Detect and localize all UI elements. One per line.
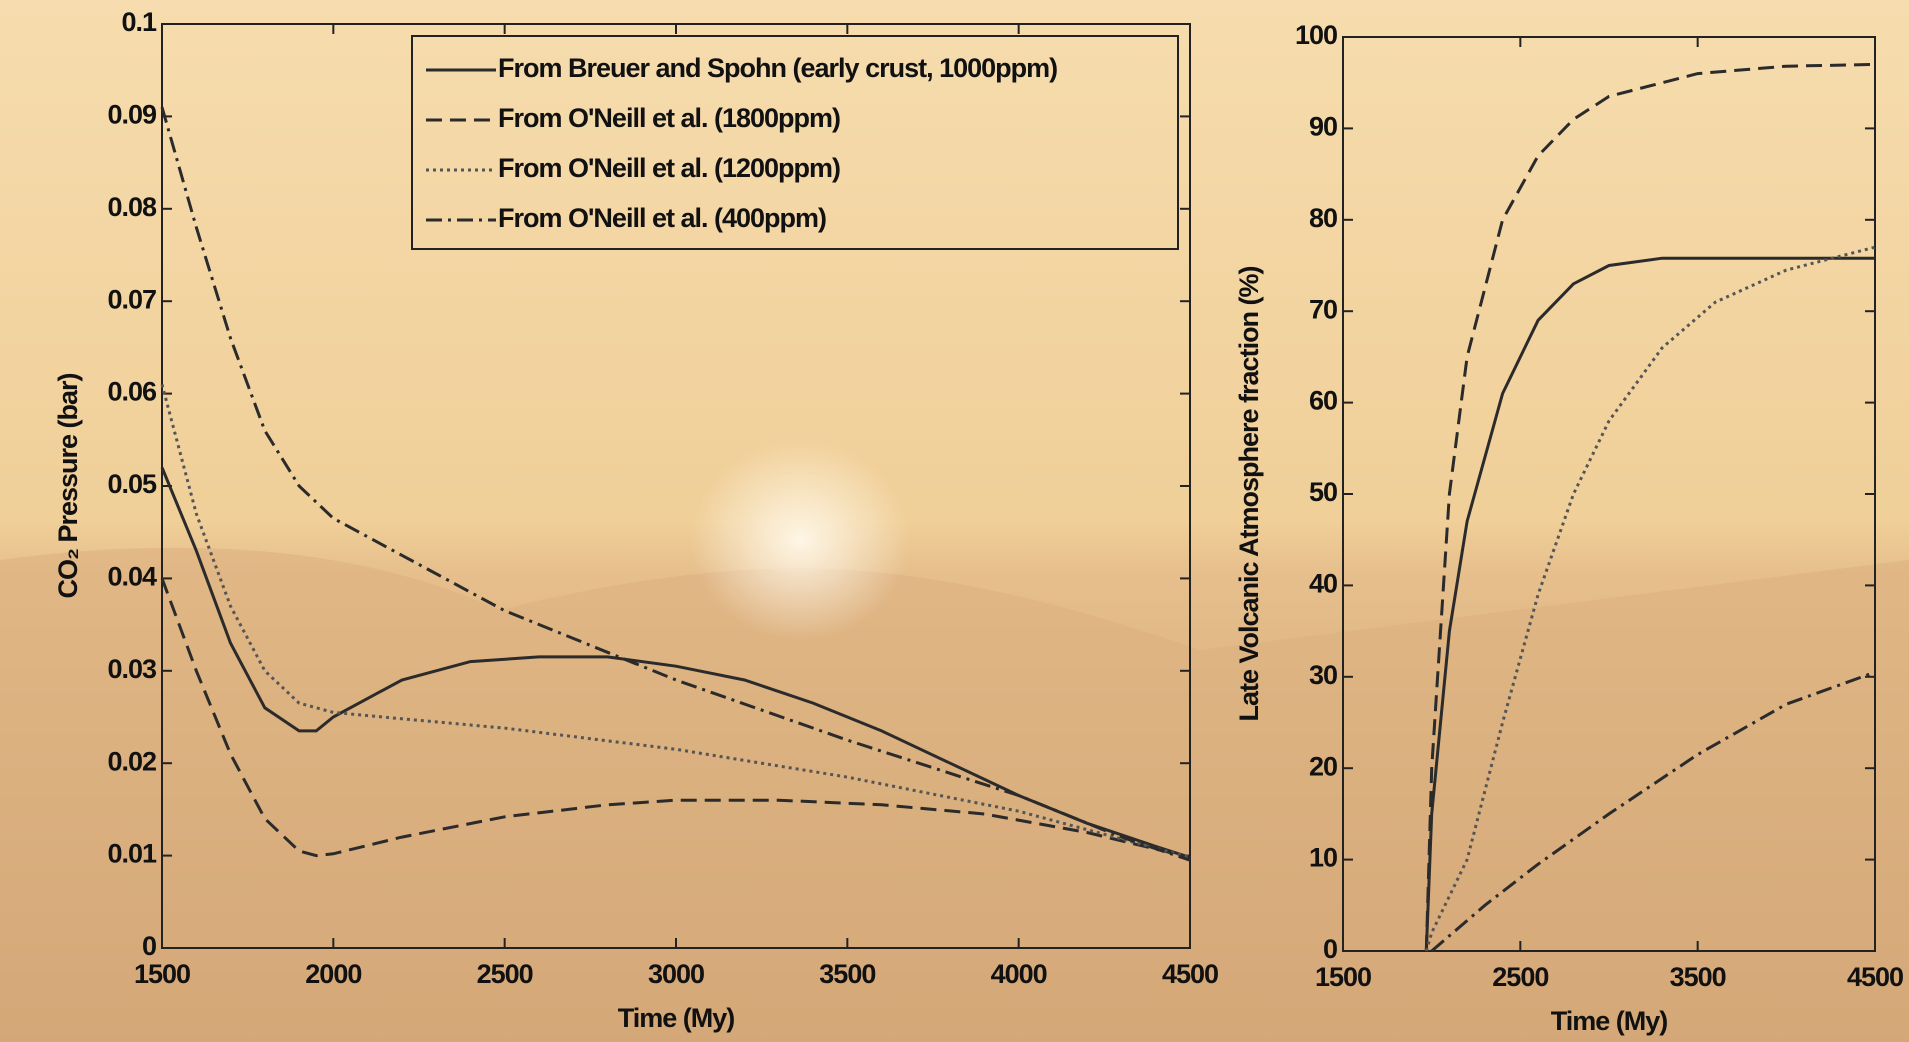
y-tick-label: 60	[1309, 386, 1337, 416]
x-axis-label: Time (My)	[1551, 1006, 1668, 1036]
line-series	[1424, 256, 1875, 952]
line-series	[1424, 245, 1876, 952]
x-tick-label: 3500	[1670, 962, 1726, 992]
charts: 0 0.01 0.02 0.03 0.04 0.05 0.06 0.07 0.08 0.09 0.1…	[53, 7, 1904, 1036]
x-axis-label: Time (My)	[618, 1003, 735, 1033]
line-series	[160, 384, 1191, 859]
legend-label: From Breuer and Spohn (early crust, 1000…	[498, 53, 1057, 83]
sun-glow	[690, 440, 910, 640]
y-tick-label: 10	[1309, 843, 1337, 873]
x-tick-label: 2000	[305, 959, 361, 989]
y-tick-label: 0.06	[107, 377, 157, 407]
x-tick-label: 1500	[1315, 962, 1371, 992]
y-axis-label: CO₂ Pressure (bar)	[53, 373, 83, 598]
y-tick-label: 0.04	[107, 562, 157, 592]
y-tick-label: 70	[1309, 294, 1337, 324]
x-tick-label: 4000	[991, 959, 1047, 989]
y-tick-label: 50	[1309, 477, 1337, 507]
x-tick-label: 4500	[1162, 959, 1218, 989]
line-series	[160, 106, 1191, 862]
y-tick-label: 40	[1309, 569, 1337, 599]
y-tick-label: 30	[1309, 660, 1337, 690]
x-tick-label: 4500	[1847, 962, 1903, 992]
y-tick-label: 0.1	[121, 7, 157, 37]
legend-box	[411, 35, 1179, 250]
y-tick-label: 80	[1309, 203, 1337, 233]
line-series	[1424, 62, 1876, 952]
line-series	[1430, 670, 1876, 953]
y-tick-label: 0	[142, 931, 156, 961]
y-axis-label: Late Volcanic Atmosphere fraction (%)	[1234, 266, 1264, 721]
line-series	[160, 466, 1191, 859]
y-tick-label: 0.05	[107, 469, 157, 499]
x-tick-label: 3500	[819, 959, 875, 989]
x-tick-label: 2500	[1492, 962, 1548, 992]
y-tick-label: 100	[1295, 20, 1337, 50]
legend-label: From O'Neill et al. (400ppm)	[498, 203, 826, 233]
y-tick-label: 0.09	[107, 100, 157, 130]
line-series	[160, 577, 1191, 859]
y-tick-label: 90	[1309, 112, 1337, 142]
legend-label: From O'Neill et al. (1200ppm)	[498, 153, 840, 183]
y-tick-label: 0.07	[107, 284, 156, 314]
y-tick-label: 0.01	[107, 839, 157, 869]
y-tick-label: 0	[1323, 934, 1337, 964]
x-tick-label: 3000	[648, 959, 704, 989]
x-tick-label: 1500	[134, 959, 190, 989]
y-tick-label: 20	[1309, 751, 1337, 781]
y-tick-label: 0.08	[107, 192, 157, 222]
y-tick-label: 0.03	[107, 654, 157, 684]
terrain	[0, 547, 1909, 1042]
legend-label: From O'Neill et al. (1800ppm)	[498, 103, 840, 133]
x-tick-label: 2500	[477, 959, 533, 989]
y-tick-label: 0.02	[107, 746, 156, 776]
